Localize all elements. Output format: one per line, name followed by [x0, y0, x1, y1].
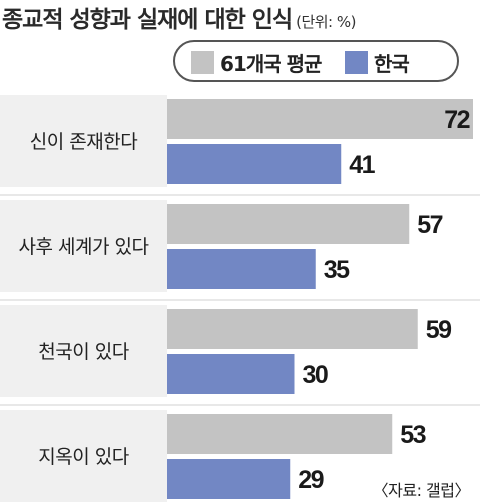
bar-average — [167, 309, 418, 349]
data-label-average: 57 — [417, 211, 442, 239]
bar-korea — [167, 459, 291, 499]
chart-title: 종교적 성향과 실재에 대한 인식 (단위: %) — [2, 0, 356, 34]
legend-label-average: 61개국 평균 — [220, 51, 322, 76]
category-label-bg — [0, 410, 167, 502]
legend-item-average: 61개국 평균 — [191, 49, 322, 76]
bar-korea — [167, 144, 342, 184]
category-label-bg — [0, 95, 167, 187]
category-label: 천국이 있다 — [38, 341, 128, 363]
legend-label-korea: 한국 — [374, 51, 410, 76]
data-label-average: 53 — [400, 421, 425, 449]
bar-korea — [167, 354, 295, 394]
bar-korea — [167, 249, 316, 289]
data-label-average: 59 — [426, 316, 451, 344]
category-label-bg — [0, 200, 167, 292]
data-label-korea: 35 — [324, 256, 350, 284]
category-label: 신이 존재한다 — [30, 131, 137, 153]
title-text: 종교적 성향과 실재에 대한 인식 — [2, 7, 293, 33]
legend-item-korea: 한국 — [345, 49, 410, 76]
data-label-korea: 30 — [303, 361, 328, 389]
bar-average — [167, 414, 393, 454]
bar-average — [167, 99, 473, 139]
data-label-korea: 29 — [298, 466, 323, 494]
category-label: 지옥이 있다 — [38, 446, 128, 468]
legend: 61개국 평균 한국 — [173, 40, 459, 82]
category-label-bg — [0, 305, 167, 397]
data-label-average: 72 — [444, 106, 469, 134]
category-label: 사후 세계가 있다 — [19, 236, 149, 258]
legend-swatch-korea — [345, 50, 368, 74]
unit-label: (단위: %) — [296, 13, 356, 31]
bar-average — [167, 204, 410, 244]
source-note: 〈자료: 갤럽〉 — [372, 481, 471, 500]
data-label-korea: 41 — [349, 151, 375, 179]
legend-swatch-average — [191, 50, 214, 74]
